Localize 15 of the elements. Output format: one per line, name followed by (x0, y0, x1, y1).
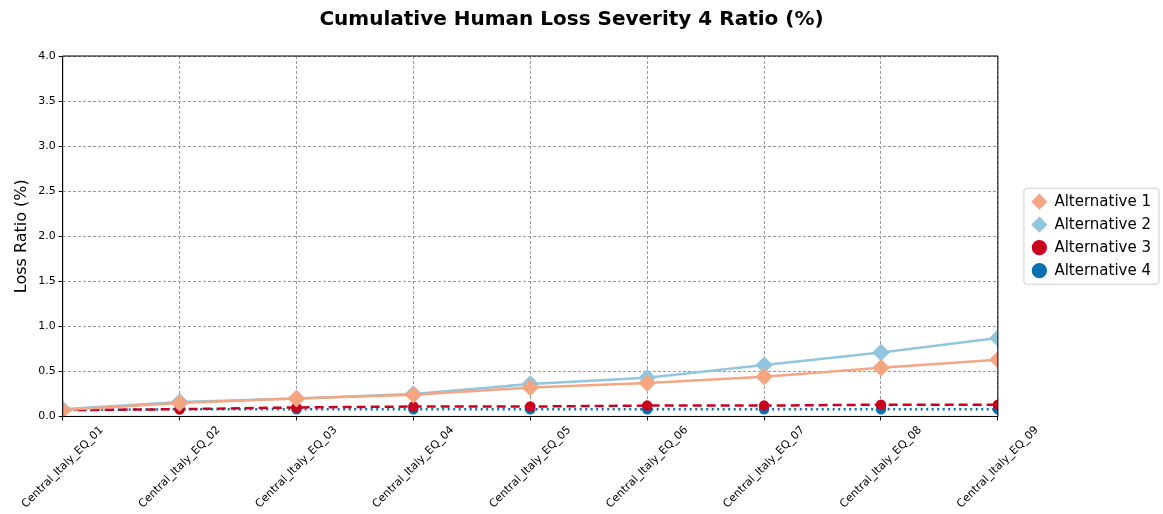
y-tick-label: 0.0 (38, 409, 56, 423)
y-tick-label: 3.0 (38, 138, 56, 152)
legend-label: Alternative 3 (1054, 237, 1151, 256)
y-tick-label: 1.5 (38, 274, 56, 288)
y-tick-label: 3.5 (38, 93, 56, 107)
y-axis-title: Loss Ratio (%) (10, 179, 30, 294)
y-tick-label: 0.5 (38, 364, 56, 378)
y-tick-label: 2.0 (38, 229, 56, 243)
legend-label: Alternative 1 (1054, 191, 1151, 210)
y-tick-label: 1.0 (38, 319, 56, 333)
y-tick-label: 2.5 (38, 184, 56, 198)
legend-label: Alternative 4 (1054, 260, 1151, 279)
chart-title: Cumulative Human Loss Severity 4 Ratio (%) (319, 6, 824, 31)
legend-label: Alternative 2 (1054, 214, 1151, 233)
y-tick-label: 4.0 (38, 48, 56, 62)
